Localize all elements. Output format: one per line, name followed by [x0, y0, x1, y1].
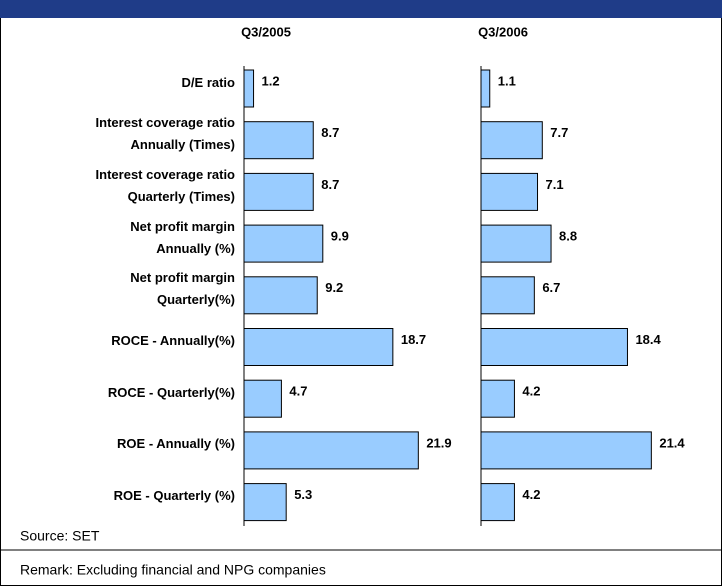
category-label: ROE - Quarterly (%): [113, 488, 235, 504]
bar: [480, 328, 628, 366]
value-label: 18.4: [635, 332, 661, 347]
bar: [480, 172, 539, 211]
bar: [480, 69, 491, 108]
category-label: ROE - Annually (%): [117, 436, 235, 452]
value-label: 7.7: [550, 125, 568, 140]
value-label: 4.2: [522, 384, 540, 399]
value-label: 18.7: [401, 332, 426, 347]
bar: [480, 224, 552, 263]
bar: [480, 121, 543, 160]
value-label: 9.2: [325, 280, 343, 295]
value-label: 21.9: [426, 435, 451, 450]
bar: [243, 328, 394, 366]
value-label: 5.3: [294, 487, 312, 502]
value-label: 1.1: [498, 73, 516, 88]
bar: [480, 379, 515, 418]
bar: [480, 276, 535, 315]
value-label: 6.7: [542, 280, 560, 295]
header-bar: [0, 0, 722, 18]
source: Source: SET: [20, 528, 100, 544]
panel-title: Q3/2006: [478, 24, 528, 39]
value-label: 1.2: [262, 73, 280, 88]
bar: [480, 431, 652, 470]
bar: [243, 172, 314, 211]
bar: [243, 483, 287, 522]
panel-title: Q3/2005: [241, 24, 291, 39]
value-label: 4.7: [289, 384, 307, 399]
remark: Remark: Excluding financial and NPG comp…: [20, 562, 326, 578]
value-label: 8.7: [321, 177, 339, 192]
value-label: 9.9: [331, 229, 349, 244]
value-label: 8.8: [559, 229, 577, 244]
category-label: Interest coverage ratio Annually (Times): [95, 115, 235, 153]
bar: [243, 121, 314, 160]
bar: [243, 224, 324, 263]
bar: [243, 69, 255, 108]
category-label: Net profit margin Annually (%): [130, 218, 235, 256]
category-label: ROCE - Annually(%): [111, 333, 235, 348]
value-label: 4.2: [522, 487, 540, 502]
value-label: 21.4: [659, 435, 685, 450]
bar: [480, 483, 515, 522]
category-label: Net profit margin Quarterly(%): [130, 270, 235, 308]
category-label: Interest coverage ratio Quarterly (Times…: [95, 166, 235, 204]
bar: [243, 431, 419, 470]
value-label: 7.1: [546, 177, 564, 192]
value-label: 8.7: [321, 125, 339, 140]
bar: [243, 276, 318, 315]
category-label: ROCE - Quarterly(%): [107, 384, 235, 400]
bar: [243, 379, 282, 418]
category-label: D/E ratio: [181, 74, 235, 90]
